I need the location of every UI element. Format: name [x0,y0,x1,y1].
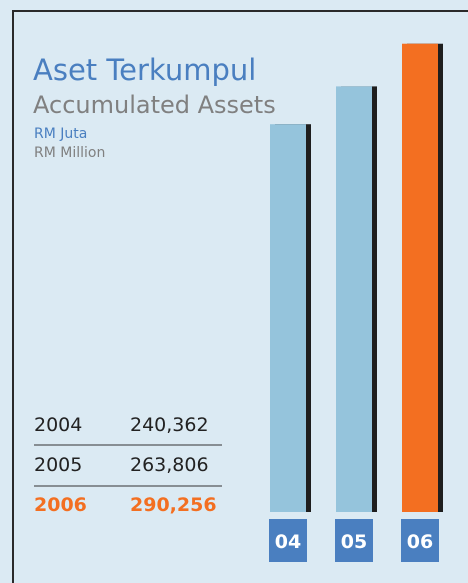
table-value: 290,256 [130,494,217,516]
chart-subtitle: Accumulated Assets [33,91,276,119]
category-box [269,519,307,562]
chart-title: Aset Terkumpul [33,53,256,87]
table-year: 2005 [34,454,82,476]
category-box [401,519,439,562]
bar [336,86,372,512]
category-box [335,519,373,562]
unit-label-en: RM Million [34,145,105,161]
table-value: 240,362 [130,414,209,436]
table-value: 263,806 [130,454,209,476]
table-year: 2004 [34,414,82,436]
x-tick-label: 05 [341,531,367,553]
frame [12,10,468,583]
x-tick-label: 04 [275,531,301,553]
table-year: 2006 [34,494,87,516]
bar [270,124,306,512]
x-tick-label: 06 [407,531,433,553]
bar [402,43,438,512]
unit-label: RM Juta [34,126,87,142]
